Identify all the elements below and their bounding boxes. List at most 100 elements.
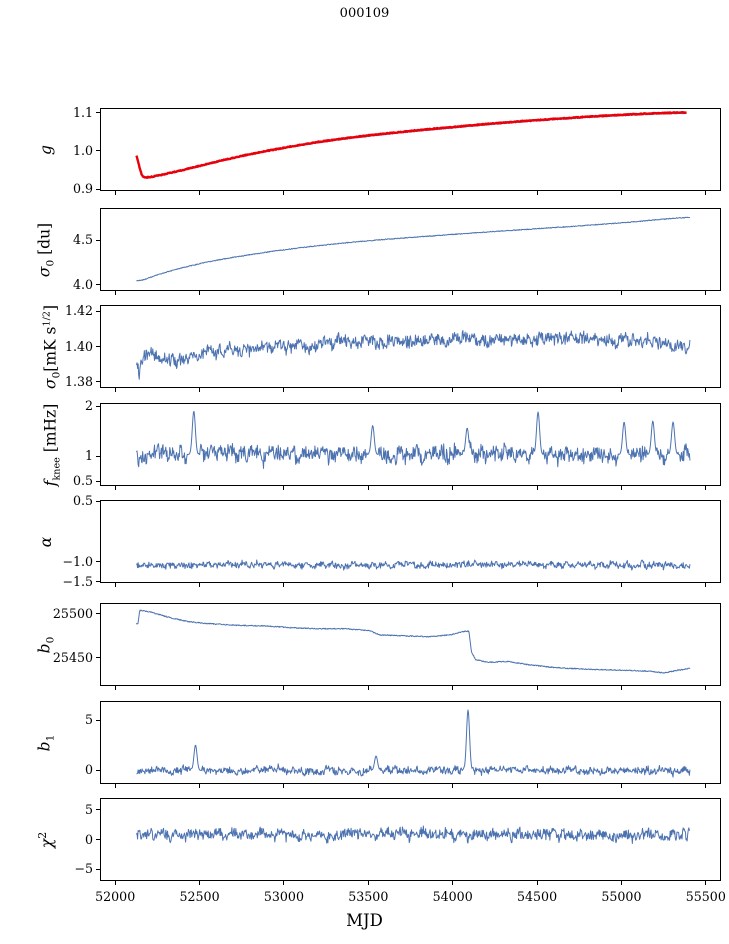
y-tickmark	[96, 500, 100, 502]
x-tickmark	[114, 291, 116, 295]
series-gain	[135, 112, 687, 179]
y-tick-label: 25500	[52, 605, 93, 621]
x-tickmark	[620, 881, 622, 885]
y-axis-label-f-knee: fknee [mHz]	[41, 403, 63, 486]
y-tick-label: 1.1	[72, 104, 93, 120]
x-tickmark	[283, 583, 285, 587]
x-tickmark	[367, 881, 369, 885]
x-tick-label: 52000	[95, 889, 136, 904]
x-tickmark	[705, 583, 707, 587]
x-tickmark	[705, 881, 707, 885]
x-tickmark	[283, 686, 285, 690]
y-tickmark	[96, 150, 100, 152]
series-b1	[136, 709, 691, 778]
y-tick-label: 0.5	[72, 473, 93, 488]
panel-alpha	[100, 500, 721, 583]
x-tick-label: 52500	[179, 889, 220, 904]
panel-sigma0-du	[100, 208, 721, 291]
y-tickmark	[96, 188, 100, 190]
y-tick-label: 25450	[52, 649, 93, 665]
y-tickmark	[96, 868, 100, 870]
y-tick-label: −1.5	[62, 573, 93, 589]
y-tick-label: 4.0	[72, 276, 93, 292]
x-tickmark	[620, 486, 622, 490]
y-tick-label: 1.42	[64, 303, 93, 319]
series-alpha	[136, 559, 691, 571]
x-tickmark	[452, 583, 454, 587]
x-tickmark	[452, 291, 454, 295]
panel-b1	[100, 701, 721, 784]
y-tick-label: 1	[84, 448, 93, 463]
series-sigma0-mK	[135, 330, 691, 380]
x-tickmark	[536, 388, 538, 392]
series-b0	[136, 609, 691, 674]
y-tickmark	[96, 581, 100, 583]
panel-sigma0-mK	[100, 305, 721, 388]
x-tick-label: 55500	[685, 889, 726, 904]
x-tickmark	[114, 486, 116, 490]
y-tick-label: −1.0	[62, 553, 93, 569]
x-tick-label: 53000	[263, 889, 304, 904]
y-tickmark	[96, 455, 100, 457]
y-tickmark	[96, 239, 100, 241]
y-tickmark	[96, 284, 100, 286]
x-tickmark	[705, 388, 707, 392]
x-tickmark	[114, 388, 116, 392]
panel-plot-area	[135, 825, 690, 844]
x-tickmark	[367, 388, 369, 392]
x-tick-label: 53500	[348, 889, 389, 904]
series-chi2	[135, 825, 690, 844]
panel-plot-area	[135, 110, 688, 179]
x-tickmark	[536, 686, 538, 690]
x-tickmark	[705, 686, 707, 690]
panel-plot-area	[135, 411, 691, 469]
x-tickmark	[705, 486, 707, 490]
y-tickmark	[96, 405, 100, 407]
x-tickmark	[452, 388, 454, 392]
y-tickmark	[96, 561, 100, 563]
panel-b0	[100, 603, 721, 686]
y-tickmark	[96, 310, 100, 312]
x-tickmark	[452, 191, 454, 195]
y-tickmark	[96, 809, 100, 811]
y-axis-label-b0: b0	[35, 636, 57, 653]
y-tickmark	[96, 613, 100, 615]
x-tickmark	[620, 583, 622, 587]
y-tick-label: 0.9	[72, 181, 93, 197]
x-tickmark	[283, 784, 285, 788]
panel-chi2	[100, 798, 721, 881]
x-tickmark	[283, 388, 285, 392]
figure-title: 000109	[339, 6, 390, 21]
x-tickmark	[283, 881, 285, 885]
y-axis-label-chi2: χ2	[35, 831, 57, 848]
x-tickmark	[536, 191, 538, 195]
x-tick-label: 54000	[432, 889, 473, 904]
y-axis-label-sigma0-mK: σ0[mK s1/2]	[41, 304, 63, 389]
x-tick-label: 54500	[517, 889, 558, 904]
y-tickmark	[96, 839, 100, 841]
x-tickmark	[114, 583, 116, 587]
x-tick-label: 55000	[601, 889, 642, 904]
x-tickmark	[452, 784, 454, 788]
series-sigma0-du	[136, 216, 691, 282]
x-tickmark	[199, 686, 201, 690]
x-tickmark	[620, 291, 622, 295]
x-tickmark	[199, 486, 201, 490]
y-tick-label: 1.0	[72, 142, 93, 158]
panel-gain	[100, 108, 721, 191]
y-axis-label-gain: g	[37, 144, 55, 155]
y-tick-label: 0	[84, 831, 93, 847]
x-tickmark	[620, 388, 622, 392]
x-axis-label: MJD	[346, 911, 383, 930]
y-tick-label: 2	[84, 398, 93, 413]
x-tickmark	[536, 486, 538, 490]
x-tickmark	[367, 686, 369, 690]
y-tickmark	[96, 719, 100, 721]
y-tick-label: 1.40	[64, 338, 93, 354]
y-tick-label: 4.5	[72, 232, 93, 248]
y-tickmark	[96, 112, 100, 114]
x-tickmark	[114, 686, 116, 690]
x-tickmark	[199, 881, 201, 885]
x-tickmark	[199, 583, 201, 587]
